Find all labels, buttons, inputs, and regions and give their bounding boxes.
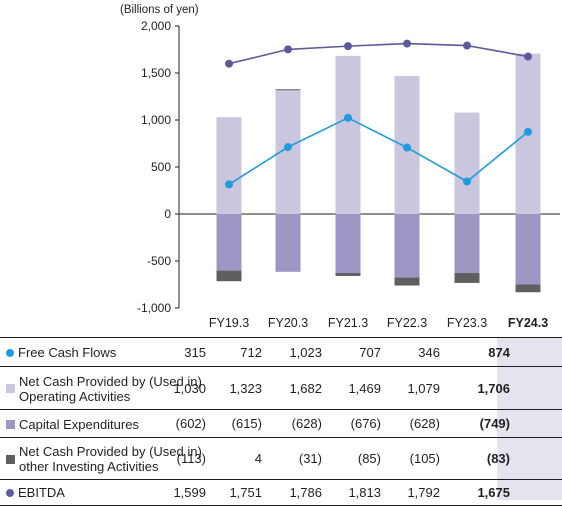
free-cash-flow-point: [463, 177, 471, 186]
table-cell: (85): [357, 451, 381, 466]
table-cell: 1,323: [229, 380, 262, 396]
table-cell: 1,786: [289, 484, 322, 500]
capex-bar: [515, 214, 541, 285]
x-tick-label: FY23.3: [447, 316, 487, 330]
table-cell: (749): [479, 416, 510, 431]
table-cell: (615): [231, 416, 262, 431]
table-cell: 707: [359, 344, 381, 360]
table-cell: 4: [254, 451, 262, 466]
row-label: Net Cash Provided by (Used in) Operating…: [6, 367, 202, 410]
table-cell: 1,682: [289, 380, 322, 396]
capex-bar: [454, 214, 480, 274]
free-cash-flow-point: [344, 113, 352, 122]
other-investing-bar: [335, 273, 361, 276]
y-tick-label: -500: [147, 254, 171, 268]
x-tick-label: FY22.3: [387, 316, 427, 330]
operating-cf-bar: [335, 55, 361, 214]
capex-bar: [216, 214, 242, 271]
other-investing-bar: [454, 273, 480, 283]
table-cell: 1,813: [348, 484, 381, 500]
operating-cf-bar: [216, 117, 242, 214]
table-cell: 1,792: [407, 484, 440, 500]
table-row: EBITDA 1,599 1,751 1,786 1,813 1,792 1,675: [0, 479, 562, 506]
ebitda-point: [524, 52, 532, 61]
unit-label: (Billions of yen): [120, 4, 199, 16]
ebitda-point: [403, 39, 411, 48]
y-tick-label: -1,000: [137, 301, 171, 315]
table-cell: (628): [291, 416, 322, 431]
table-row: Net Cash Provided by (Used in) Operating…: [0, 366, 562, 410]
table-cell: (31): [298, 451, 322, 466]
table-cell: (676): [350, 416, 381, 431]
y-tick-label: 1,500: [141, 66, 171, 80]
other-investing-bar: [515, 284, 541, 293]
y-tick-label: 1,000: [141, 113, 171, 127]
legend-square-icon: [6, 454, 15, 464]
row-label-text: Net Cash Provided by (Used in) other Inv…: [19, 444, 202, 474]
table-cell: 712: [240, 344, 262, 360]
ebitda-line: [228, 42, 529, 65]
table-cell: 1,599: [173, 484, 206, 500]
legend-dot-icon: [6, 348, 14, 357]
free-cash-flow-line: [228, 116, 529, 186]
table-cell: 1,023: [289, 344, 322, 360]
ebitda-point: [463, 41, 471, 50]
table-row: Free Cash Flows 315 712 1,023 707 346 874: [0, 337, 562, 367]
y-tick-label: 0: [164, 207, 171, 221]
x-tick-label: FY19.3: [209, 316, 249, 330]
operating-cf-bar: [454, 112, 480, 214]
row-label: Capital Expenditures: [6, 410, 196, 438]
table-cell: 346: [418, 344, 440, 360]
ebitda-point: [284, 45, 292, 54]
table-cell: 874: [488, 344, 510, 360]
row-label-text: Free Cash Flows: [18, 345, 117, 360]
row-label-text: Capital Expenditures: [19, 416, 139, 432]
table-cell: 1,079: [407, 380, 440, 396]
table-cell: 1,706: [477, 380, 510, 396]
other-investing-bar: [216, 270, 242, 282]
other-investing-bar: [275, 89, 301, 91]
table-cell: 315: [184, 344, 206, 360]
free-cash-flow-point: [403, 143, 411, 152]
table-cell: 1,030: [173, 380, 206, 396]
row-label: Free Cash Flows: [6, 338, 196, 367]
capex-bar: [275, 214, 301, 272]
legend-dot-icon: [6, 488, 14, 497]
table-cell: (105): [409, 451, 440, 466]
row-label: EBITDA: [6, 480, 196, 505]
table-row: Net Cash Provided by (Used in) other Inv…: [0, 437, 562, 480]
y-tick-label: 500: [151, 160, 171, 174]
legend-square-icon: [6, 419, 15, 429]
row-label: Net Cash Provided by (Used in) other Inv…: [6, 438, 202, 480]
table-cell: 1,751: [229, 484, 262, 500]
x-tick-label: FY20.3: [268, 316, 308, 330]
row-label-text: Net Cash Provided by (Used in) Operating…: [19, 373, 202, 404]
table-cell: 1,675: [477, 484, 510, 500]
other-investing-bar: [394, 277, 420, 286]
capex-bar: [335, 214, 361, 274]
ebitda-point: [225, 59, 233, 68]
highlight-column: [497, 337, 562, 500]
x-tick-label: FY21.3: [328, 316, 368, 330]
table-cell: (628): [409, 416, 440, 431]
row-label-text: EBITDA: [18, 485, 65, 500]
free-cash-flow-point: [284, 143, 292, 152]
capex-bar: [394, 214, 420, 278]
table-cell: (602): [175, 416, 206, 431]
x-tick-label: FY24.3: [508, 316, 548, 330]
free-cash-flow-point: [524, 127, 532, 136]
table-cell: (113): [176, 451, 206, 466]
ebitda-point: [344, 42, 352, 51]
free-cash-flow-point: [225, 180, 233, 189]
table-cell: (83): [486, 451, 510, 466]
table-cell: 1,469: [348, 380, 381, 396]
y-tick-label: 2,000: [141, 19, 171, 33]
cash-flow-chart: (Billions of yen) 2,000 1,500 1,000 500 0 -50…: [120, 4, 560, 330]
table-row: Capital Expenditures (602) (615) (628) (676)…: [0, 409, 562, 438]
legend-square-icon: [6, 384, 15, 393]
